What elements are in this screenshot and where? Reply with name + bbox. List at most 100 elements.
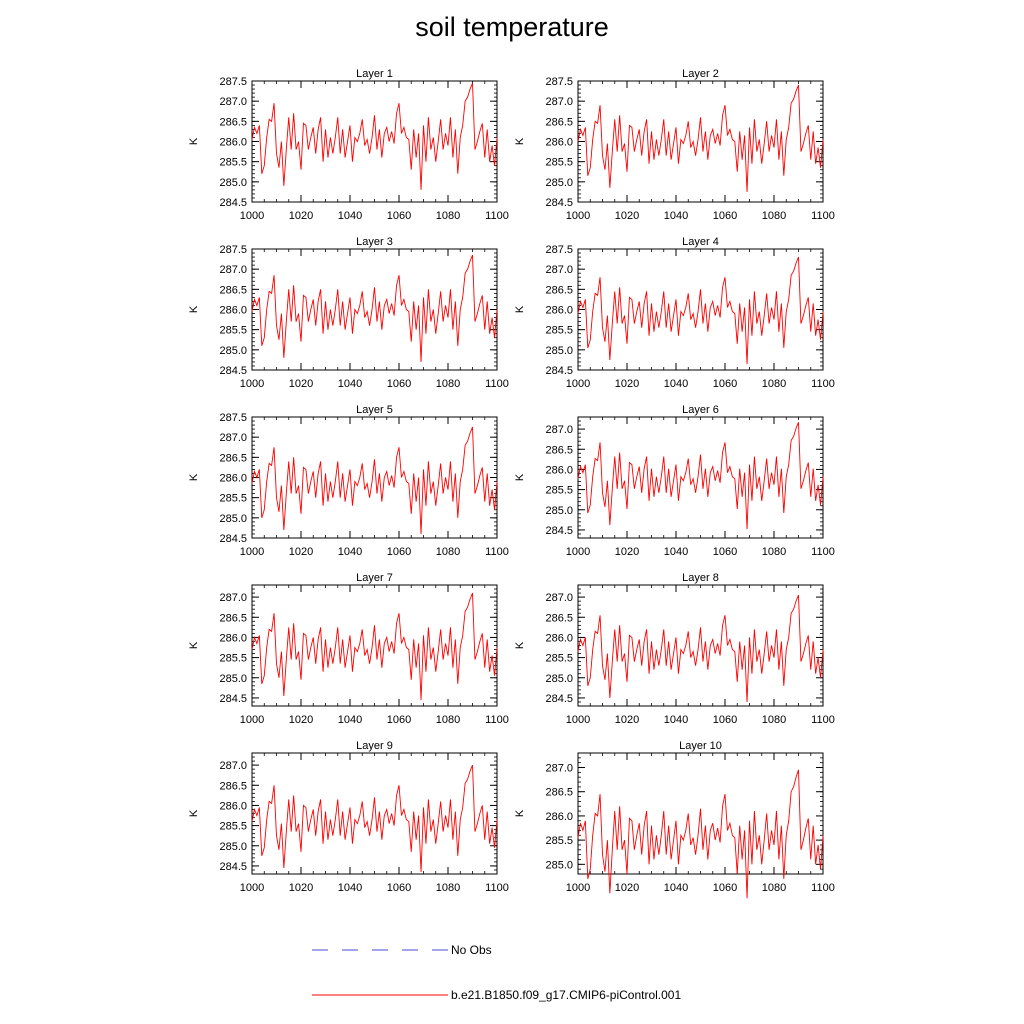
x-tick-label: 1060	[387, 210, 411, 222]
x-tick-label: 1060	[713, 546, 737, 558]
x-tick-label: 1100	[485, 546, 509, 558]
y-axis-label: K	[188, 641, 200, 649]
y-tick-label: 285.0	[219, 513, 247, 525]
y-tick-label: 286.5	[219, 612, 247, 624]
y-tick-label: 286.0	[219, 800, 247, 812]
x-tick-label: 1000	[240, 714, 264, 726]
y-axis-label: K	[514, 641, 526, 649]
y-tick-label: 284.5	[545, 197, 573, 209]
y-tick-label: 284.5	[219, 693, 247, 705]
x-tick-label: 1060	[713, 714, 737, 726]
y-tick-label: 286.5	[545, 116, 573, 128]
x-tick-label: 1000	[566, 882, 590, 894]
y-tick-label: 287.0	[219, 96, 247, 108]
series-line	[577, 594, 824, 702]
y-tick-label: 286.5	[545, 612, 573, 624]
y-axis-label: K	[514, 137, 526, 145]
y-tick-label: 285.0	[219, 345, 247, 357]
y-tick-label: 287.5	[545, 244, 573, 256]
panel-6: Layer 6 K 284.5 285.0 285.5 286.0 286.5 287.0 10…	[514, 404, 835, 558]
series-line	[251, 254, 498, 362]
panel-title: Layer 6	[682, 404, 719, 416]
y-tick-label: 285.0	[545, 673, 573, 685]
series-line	[577, 422, 824, 530]
x-tick-label: 1020	[289, 378, 313, 390]
y-tick-label: 287.5	[219, 412, 247, 424]
panel-8: Layer 8 K 284.5 285.0 285.5 286.0 286.5 287.0 10…	[514, 572, 835, 726]
x-tick-label: 1080	[762, 546, 786, 558]
y-tick-label: 286.5	[219, 284, 247, 296]
x-tick-label: 1100	[811, 714, 835, 726]
x-tick-label: 1040	[664, 714, 688, 726]
chart-title: soil temperature	[415, 12, 609, 42]
y-axis-label: K	[188, 809, 200, 817]
y-tick-label: 284.5	[219, 197, 247, 209]
y-axis-label: K	[514, 809, 526, 817]
y-tick-label: 286.5	[219, 452, 247, 464]
y-tick-label: 286.0	[545, 137, 573, 149]
x-tick-label: 1060	[713, 882, 737, 894]
x-tick-label: 1020	[615, 546, 639, 558]
x-tick-label: 1020	[289, 882, 313, 894]
panel-4: Layer 4 K 284.5 285.0 285.5 286.0 286.5 287.0 28…	[514, 236, 835, 390]
x-tick-label: 1080	[436, 714, 460, 726]
panel-3: Layer 3 K 284.5 285.0 285.5 286.0 286.5 287.0 28…	[188, 236, 509, 390]
x-tick-label: 1080	[762, 882, 786, 894]
x-tick-label: 1000	[566, 546, 590, 558]
y-tick-label: 285.5	[219, 493, 247, 505]
x-tick-label: 1080	[762, 378, 786, 390]
y-tick-label: 285.5	[545, 485, 573, 497]
x-tick-label: 1060	[387, 378, 411, 390]
y-tick-label: 287.0	[545, 264, 573, 276]
y-tick-label: 285.5	[219, 325, 247, 337]
x-tick-label: 1100	[485, 210, 509, 222]
x-tick-label: 1100	[811, 882, 835, 894]
x-tick-label: 1080	[436, 210, 460, 222]
y-tick-label: 287.5	[545, 76, 573, 88]
panel-frame	[251, 752, 498, 875]
x-tick-label: 1100	[811, 546, 835, 558]
x-tick-label: 1060	[713, 378, 737, 390]
panel-10: Layer 10 K 285.0 285.5 286.0 286.5 287.0 1000 10…	[514, 740, 835, 899]
y-tick-label: 285.5	[545, 653, 573, 665]
x-tick-label: 1080	[436, 882, 460, 894]
legend-obs: No Obs	[312, 940, 492, 960]
y-tick-label: 285.0	[219, 673, 247, 685]
y-tick-label: 285.5	[219, 653, 247, 665]
panel-title: Layer 9	[356, 740, 393, 752]
y-tick-label: 285.0	[545, 859, 573, 871]
y-tick-label: 285.0	[545, 505, 573, 517]
y-tick-label: 286.5	[545, 444, 573, 456]
panel-title: Layer 3	[356, 236, 393, 248]
y-tick-label: 286.0	[545, 464, 573, 476]
y-tick-label: 287.0	[219, 760, 247, 772]
series-line	[577, 769, 824, 899]
x-tick-label: 1040	[664, 546, 688, 558]
y-tick-label: 286.5	[219, 780, 247, 792]
y-tick-label: 286.5	[545, 787, 573, 799]
x-tick-label: 1080	[762, 714, 786, 726]
panel-1: Layer 1 K 284.5 285.0 285.5 286.0 286.5 287.0 28…	[188, 68, 509, 222]
panel-2: Layer 2 K 284.5 285.0 285.5 286.0 286.5 287.0 28…	[514, 68, 835, 222]
x-tick-label: 1080	[436, 378, 460, 390]
x-tick-label: 1060	[387, 714, 411, 726]
y-axis-label: K	[514, 305, 526, 313]
x-tick-label: 1000	[566, 378, 590, 390]
y-tick-label: 284.5	[545, 365, 573, 377]
y-tick-label: 285.5	[545, 325, 573, 337]
y-tick-label: 285.5	[545, 157, 573, 169]
panel-title: Layer 4	[682, 236, 719, 248]
x-tick-label: 1060	[387, 546, 411, 558]
x-tick-label: 1060	[713, 210, 737, 222]
y-tick-label: 287.0	[545, 424, 573, 436]
y-tick-label: 284.5	[545, 693, 573, 705]
x-tick-label: 1040	[338, 882, 362, 894]
x-tick-label: 1100	[811, 378, 835, 390]
x-tick-label: 1040	[664, 378, 688, 390]
x-tick-label: 1020	[615, 210, 639, 222]
y-tick-label: 286.0	[545, 305, 573, 317]
x-tick-label: 1020	[615, 714, 639, 726]
x-tick-label: 1000	[240, 882, 264, 894]
y-tick-label: 287.0	[545, 763, 573, 775]
